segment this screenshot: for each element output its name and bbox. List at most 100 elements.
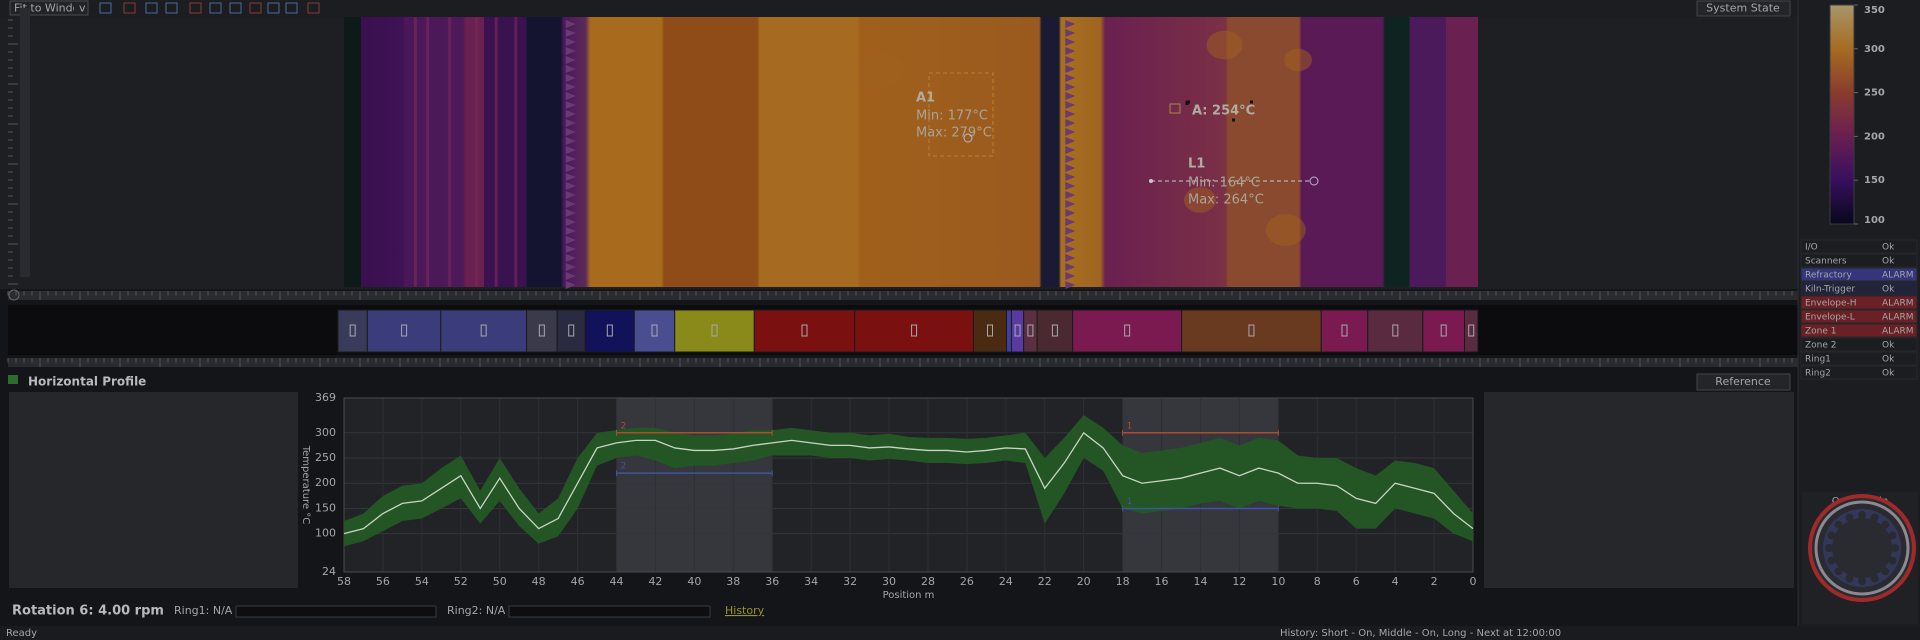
toolbar-icon[interactable] [99,2,112,14]
segment-alert-icon [1341,324,1348,337]
line-max: Max: 264°C [1188,193,1264,208]
segment[interactable] [674,309,755,353]
status-label: Refractory [1805,271,1852,281]
toolbar-icon[interactable] [189,2,202,14]
annotations: A1 Min: 177°C Max: 279°C A: 254°C L1 Min… [916,72,1319,208]
thermal-tooth [565,110,576,118]
ruler [8,291,1798,300]
segment[interactable] [556,309,586,353]
kiln-notch [1825,544,1833,552]
thermal-tooth [1065,92,1076,100]
y-tick-label: 369 [315,391,336,404]
toolbar-icon[interactable] [165,2,178,14]
reference-label[interactable]: Reference [1715,375,1771,388]
system-state-label[interactable]: System State [1706,2,1780,15]
segment[interactable] [1036,309,1074,353]
y-tick-label: 24 [322,565,336,578]
segment[interactable] [972,309,1008,353]
segment-alert-icon [480,324,487,337]
toolbar-icon[interactable] [145,2,158,14]
segment[interactable] [633,309,676,353]
reference-button[interactable] [1696,373,1791,391]
x-tick-label: 32 [843,575,857,588]
toolbar-icon[interactable] [285,2,298,14]
status-ready: Ready [6,628,37,639]
thermal-tooth [1065,137,1076,145]
status-label: Kiln-Trigger [1805,285,1855,295]
y-tick-label: 100 [315,527,336,540]
segment-alert-icon [1392,324,1399,337]
toolbar-icon[interactable] [209,2,222,14]
toolbar-icon[interactable] [123,2,136,14]
line-handle[interactable] [1309,176,1319,186]
status-state: ALARM [1882,313,1914,323]
area-handle[interactable] [963,133,973,143]
profile-icon [8,375,18,384]
status-state: Ok [1882,341,1895,351]
x-tick-label: 12 [1232,575,1246,588]
segment[interactable] [1422,309,1466,353]
kiln-notch [1891,544,1899,552]
segment[interactable] [337,309,368,353]
x-tick-label: 36 [765,575,779,588]
kiln-notch [1845,513,1854,522]
thermal-tooth [565,146,576,154]
segment[interactable] [1464,309,1479,353]
ruler-knob[interactable] [8,289,20,301]
kiln-notch [1834,567,1843,576]
status-history: History: Short - On, Middle - On, Long -… [1280,628,1561,639]
status-label: Ring1 [1805,355,1831,365]
thermal-tooth [565,101,576,109]
segment[interactable] [1367,309,1424,353]
kiln-ring [1814,500,1910,596]
status-state: Ok [1882,243,1895,253]
toolbar-icon[interactable] [249,2,262,14]
segment[interactable] [1181,309,1322,353]
segment[interactable] [440,309,528,353]
hot-spot [1184,187,1217,213]
system-state-button[interactable] [1696,0,1791,17]
x-tick-label: 0 [1470,575,1477,588]
status-row [1800,295,1918,310]
toolbar-icon[interactable] [307,2,320,14]
segment[interactable] [753,309,856,353]
toolbar-icon[interactable] [267,2,280,14]
thermal-tooth [565,236,576,244]
segment[interactable] [1320,309,1369,353]
spot-icon [1169,103,1181,114]
thermal-tooth [565,272,576,280]
line-handle[interactable] [1149,179,1153,183]
segment[interactable] [366,309,442,353]
y-tick-label: 300 [315,426,336,439]
area-box[interactable] [928,72,994,157]
segment[interactable] [854,309,974,353]
thermal-tooth [565,173,576,181]
segment[interactable] [584,309,635,353]
thermal-tooth [565,164,576,172]
thermal-tooth [1065,209,1076,217]
thermal-tooth [565,56,576,64]
segment-alert-icon [1027,324,1034,337]
spot-label: A: 254°C [1192,104,1255,119]
thermal-tooth [1065,146,1076,154]
segment[interactable] [1010,309,1025,353]
segment[interactable] [526,309,558,353]
dropdown-arrow[interactable]: v [79,2,86,15]
segment[interactable] [1006,309,1012,353]
segment[interactable] [1072,309,1183,353]
segment[interactable] [1023,309,1038,353]
thermal-tooth [1065,128,1076,136]
reference-label: 1 [1127,421,1133,431]
segment-alert-icon [349,324,356,337]
thermal-streak [413,17,417,287]
x-tick-label: 16 [1155,575,1169,588]
x-tick-label: 34 [804,575,818,588]
toolbar-icon[interactable] [229,2,242,14]
y-tick-label: 200 [315,476,336,489]
x-tick-label: 38 [726,575,740,588]
status-row [1800,323,1918,338]
line-min: Min: 164°C [1188,176,1260,191]
thermal-tooth [1065,245,1076,253]
thermal-tooth [1065,182,1076,190]
history-link[interactable]: History [725,604,765,617]
